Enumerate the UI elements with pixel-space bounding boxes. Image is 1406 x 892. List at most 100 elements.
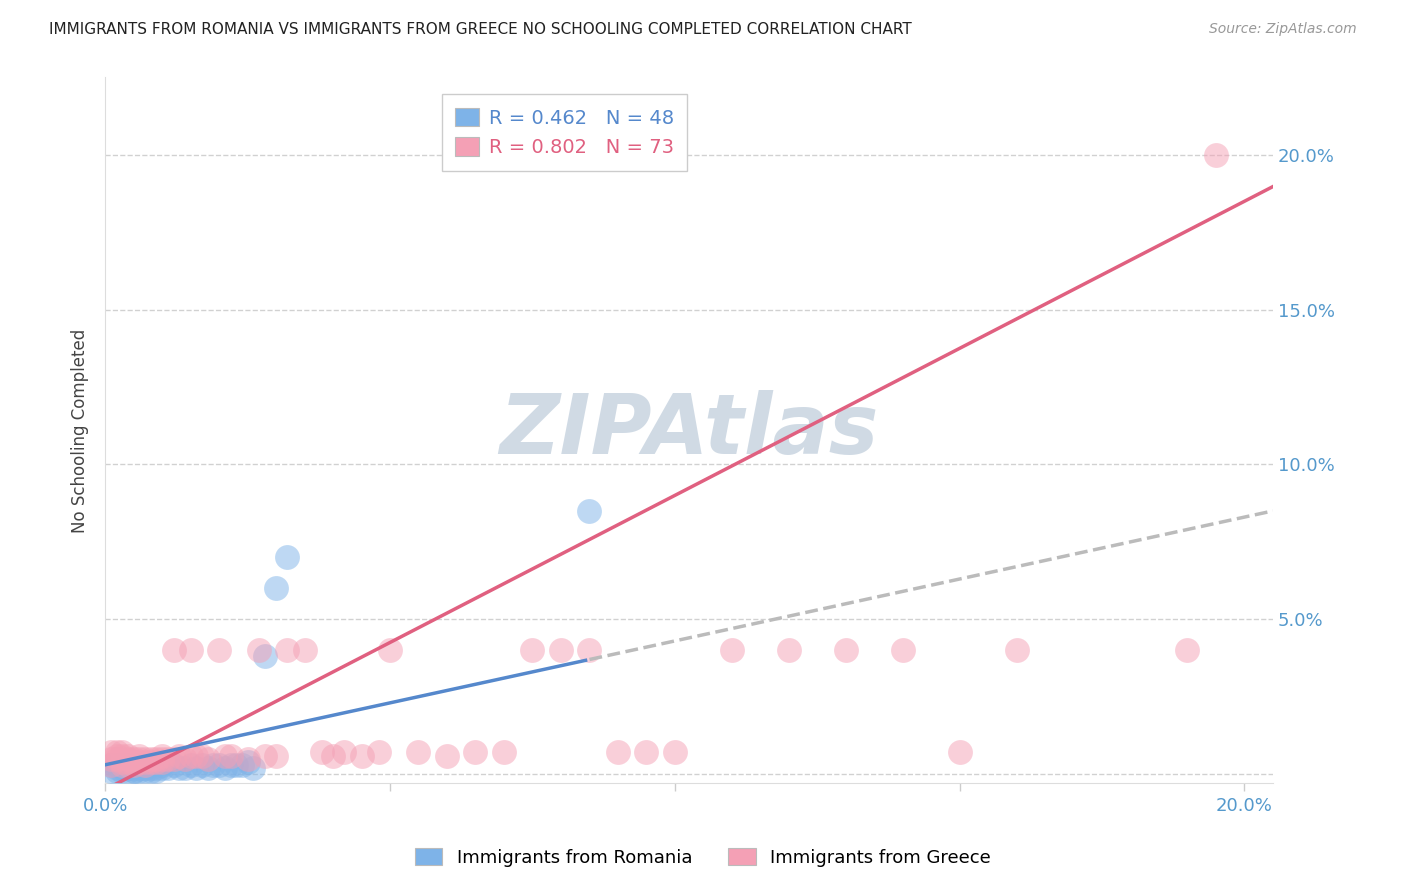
Point <box>122 751 145 765</box>
Point <box>128 764 150 778</box>
Point <box>378 643 401 657</box>
Point <box>578 643 600 657</box>
Point <box>128 751 150 765</box>
Point <box>350 748 373 763</box>
Point <box>219 757 242 772</box>
Point <box>236 755 259 769</box>
Point <box>122 755 145 769</box>
Point <box>225 757 247 772</box>
Point <box>197 761 219 775</box>
Point <box>139 751 162 765</box>
Point <box>333 746 356 760</box>
Point <box>139 761 162 775</box>
Point <box>111 746 134 760</box>
Point <box>464 746 486 760</box>
Point <box>522 643 544 657</box>
Point <box>1005 643 1028 657</box>
Text: ZIPAtlas: ZIPAtlas <box>499 390 879 471</box>
Point <box>105 764 128 778</box>
Y-axis label: No Schooling Completed: No Schooling Completed <box>72 328 89 533</box>
Point <box>145 751 167 765</box>
Point <box>191 748 214 763</box>
Point <box>145 764 167 778</box>
Point <box>180 757 202 772</box>
Point <box>100 757 122 772</box>
Point <box>100 751 122 765</box>
Point <box>117 757 139 772</box>
Point <box>150 751 173 765</box>
Point <box>276 643 298 657</box>
Point <box>134 757 156 772</box>
Point <box>162 643 184 657</box>
Point <box>150 755 173 769</box>
Point <box>180 643 202 657</box>
Point <box>105 757 128 772</box>
Legend: Immigrants from Romania, Immigrants from Greece: Immigrants from Romania, Immigrants from… <box>408 841 998 874</box>
Point <box>145 755 167 769</box>
Point <box>117 748 139 763</box>
Point <box>367 746 389 760</box>
Point <box>191 757 214 772</box>
Point <box>236 751 259 765</box>
Point <box>636 746 658 760</box>
Point <box>105 751 128 765</box>
Point <box>1205 148 1227 162</box>
Text: IMMIGRANTS FROM ROMANIA VS IMMIGRANTS FROM GREECE NO SCHOOLING COMPLETED CORRELA: IMMIGRANTS FROM ROMANIA VS IMMIGRANTS FR… <box>49 22 912 37</box>
Point <box>247 643 270 657</box>
Point <box>117 755 139 769</box>
Point <box>264 748 287 763</box>
Point <box>128 748 150 763</box>
Point <box>134 755 156 769</box>
Point <box>111 764 134 778</box>
Point <box>117 751 139 765</box>
Point <box>214 748 236 763</box>
Point <box>150 748 173 763</box>
Point <box>117 761 139 775</box>
Point <box>111 761 134 775</box>
Point <box>891 643 914 657</box>
Point <box>242 761 264 775</box>
Point <box>408 746 430 760</box>
Point <box>492 746 515 760</box>
Point <box>202 757 225 772</box>
Point <box>162 751 184 765</box>
Point <box>105 761 128 775</box>
Point <box>949 746 972 760</box>
Legend: R = 0.462   N = 48, R = 0.802   N = 73: R = 0.462 N = 48, R = 0.802 N = 73 <box>441 95 688 171</box>
Point <box>664 746 686 760</box>
Point <box>100 757 122 772</box>
Point <box>111 757 134 772</box>
Point <box>117 761 139 775</box>
Point <box>122 757 145 772</box>
Point <box>264 582 287 596</box>
Point <box>156 751 179 765</box>
Point <box>214 761 236 775</box>
Point <box>162 757 184 772</box>
Point <box>436 748 458 763</box>
Point <box>100 764 122 778</box>
Point <box>134 761 156 775</box>
Point <box>180 748 202 763</box>
Point <box>111 755 134 769</box>
Point <box>100 746 122 760</box>
Point <box>122 764 145 778</box>
Point <box>778 643 800 657</box>
Point <box>117 764 139 778</box>
Point <box>117 757 139 772</box>
Point <box>134 761 156 775</box>
Point <box>105 746 128 760</box>
Point <box>111 748 134 763</box>
Point <box>174 761 197 775</box>
Point <box>322 748 344 763</box>
Point <box>294 643 316 657</box>
Point <box>606 746 628 760</box>
Point <box>150 761 173 775</box>
Point <box>139 764 162 778</box>
Point <box>311 746 333 760</box>
Point <box>219 748 242 763</box>
Point <box>1177 643 1199 657</box>
Point <box>122 757 145 772</box>
Point <box>128 757 150 772</box>
Point <box>167 748 190 763</box>
Point <box>231 757 253 772</box>
